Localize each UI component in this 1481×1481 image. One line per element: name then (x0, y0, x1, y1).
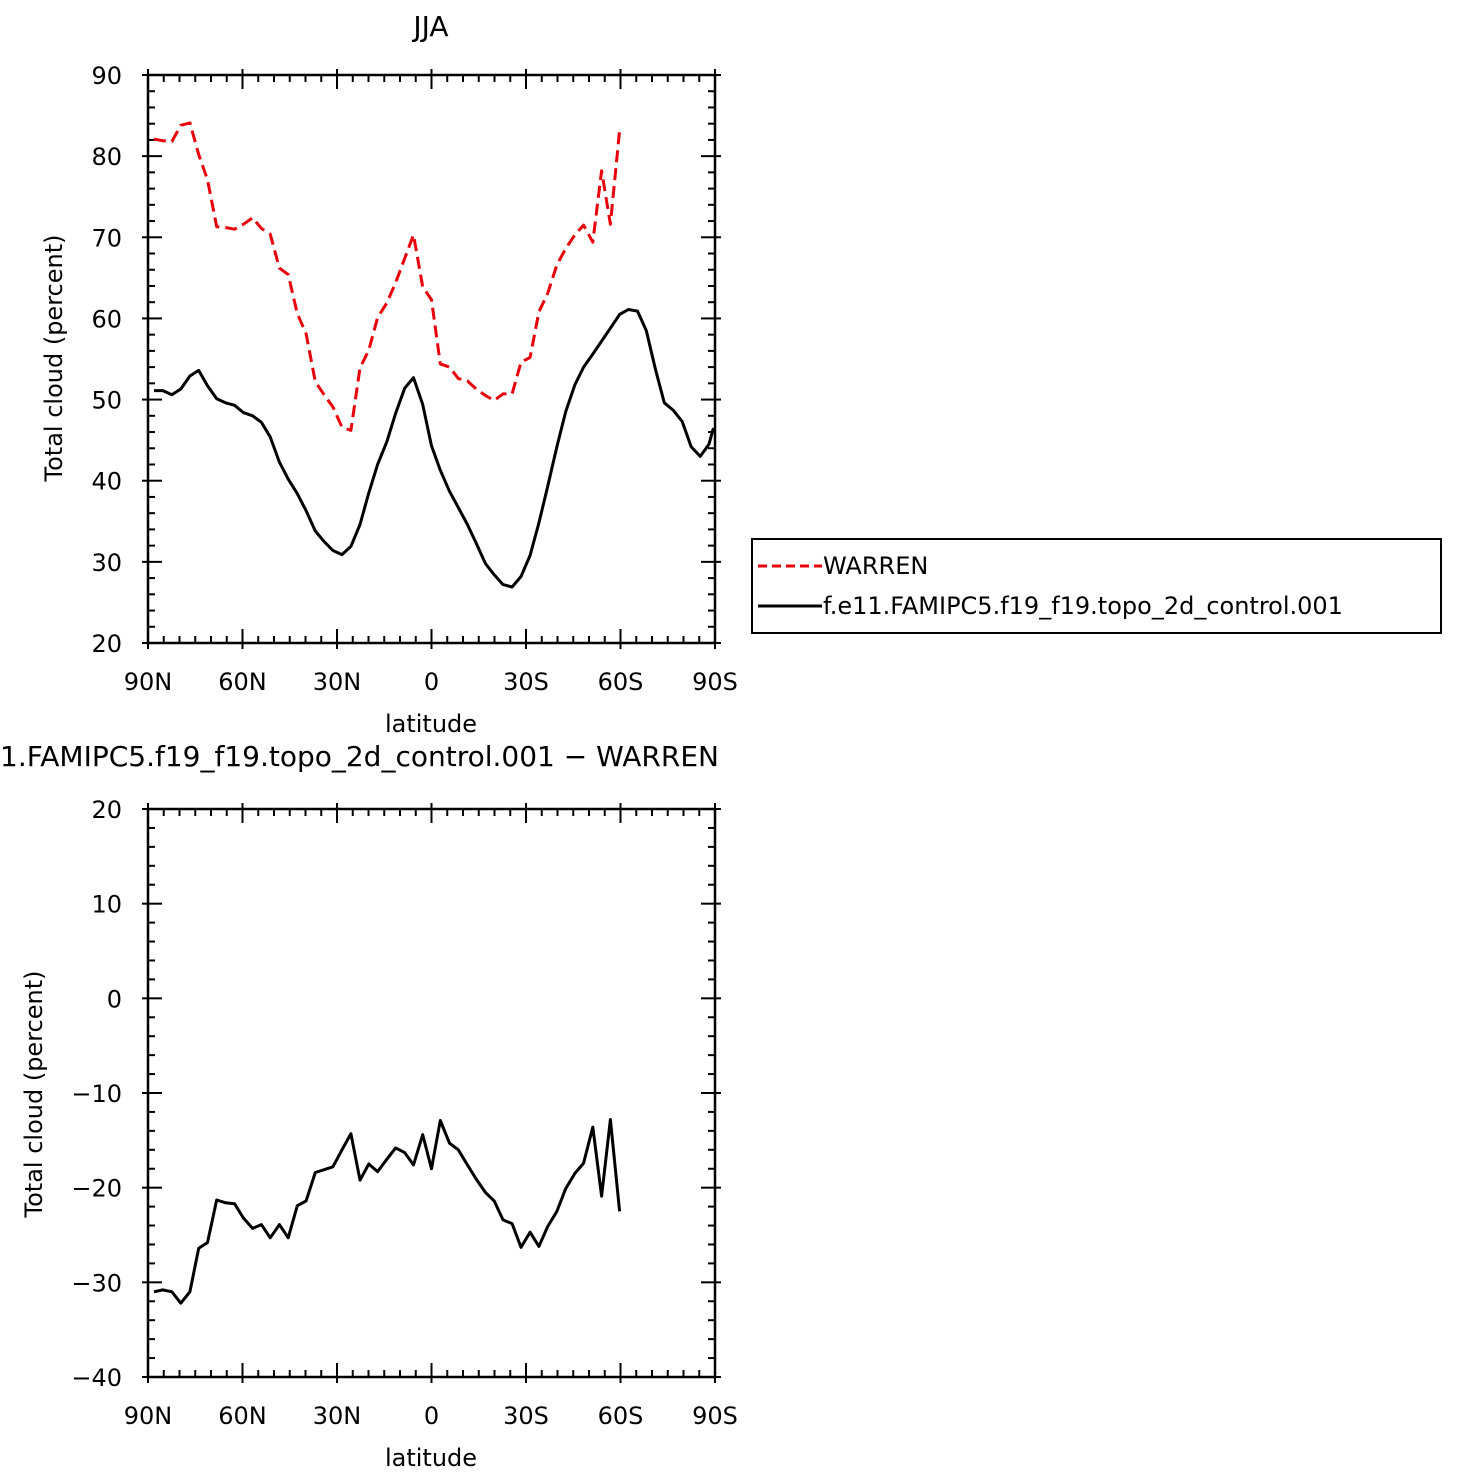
bottom-y-axis-label: Total cloud (percent) (20, 971, 48, 1219)
legend-label-warren: WARREN (823, 552, 928, 580)
top-plot-frame (146, 73, 717, 645)
y-tick-label: 90 (91, 62, 122, 90)
x-tick-label: 90S (692, 1402, 738, 1430)
x-tick-label: 60N (218, 1402, 267, 1430)
y-tick-label: 30 (91, 549, 122, 577)
top-x-axis-label: latitude (385, 710, 477, 738)
x-tick-label: 60S (598, 668, 644, 696)
legend-label-model: f.e11.FAMIPC5.f19_f19.topo_2d_control.00… (823, 592, 1343, 620)
x-tick-label: 30S (503, 668, 549, 696)
y-tick-label: 40 (91, 468, 122, 496)
y-tick-label: 20 (91, 796, 122, 824)
y-tick-label: 0 (107, 985, 122, 1013)
y-tick-label: −30 (71, 1269, 122, 1297)
x-tick-label: 30N (313, 668, 362, 696)
y-tick-label: −10 (71, 1080, 122, 1108)
y-tick-label: 20 (91, 630, 122, 658)
x-tick-label: 90N (124, 668, 173, 696)
x-tick-label: 0 (424, 1402, 439, 1430)
top-chart: JJA Total cloud (percent) latitude 90N 60… (40, 10, 738, 738)
y-tick-label: 80 (91, 143, 122, 171)
top-series-line-0 (153, 121, 622, 432)
bottom-x-axis-label: latitude (385, 1444, 477, 1472)
y-tick-label: 10 (91, 891, 122, 919)
bottom-series-group (153, 1118, 622, 1305)
x-tick-label: 60N (218, 668, 267, 696)
y-tick-label: −40 (71, 1364, 122, 1392)
x-tick-label: 30N (313, 1402, 362, 1430)
x-tick-label: 0 (424, 668, 439, 696)
x-tick-label: 90N (124, 1402, 173, 1430)
bottom-chart: 1.FAMIPC5.f19_f19.topo_2d_control.001 − … (0, 740, 738, 1472)
x-tick-label: 60S (598, 1402, 644, 1430)
y-tick-label: 70 (91, 224, 122, 252)
x-tick-label: 30S (503, 1402, 549, 1430)
bottom-series-line-0 (153, 1118, 622, 1305)
top-y-axis-label: Total cloud (percent) (40, 235, 68, 483)
y-tick-label: −20 (71, 1175, 122, 1203)
bottom-chart-title: 1.FAMIPC5.f19_f19.topo_2d_control.001 − … (0, 740, 719, 773)
top-series-line-1 (154, 308, 715, 589)
bottom-axis-ticks: 90N 60N 30N 0 30S 60S 90S −40 −30 −20 −10 0 10 20 (71, 796, 738, 1430)
top-series-group (153, 121, 715, 589)
x-tick-label: 90S (692, 668, 738, 696)
legend: WARREN f.e11.FAMIPC5.f19_f19.topo_2d_con… (751, 538, 1442, 634)
bottom-plot-frame (146, 807, 717, 1379)
top-chart-title: JJA (411, 10, 448, 43)
legend-box (751, 538, 1442, 634)
y-tick-label: 60 (91, 305, 122, 333)
y-tick-label: 50 (91, 387, 122, 415)
